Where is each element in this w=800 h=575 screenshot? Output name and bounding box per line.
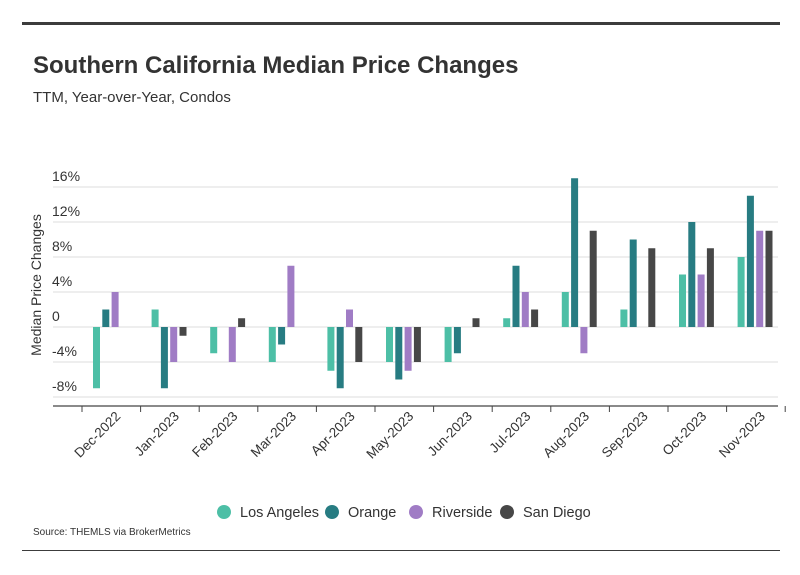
legend-swatch [500,505,514,519]
legend-label: Riverside [432,505,492,521]
y-tick-label: -8% [52,378,77,394]
bar-los-angeles [327,327,335,371]
y-tick-label: 8% [52,238,72,254]
x-tick-label: Oct-2023 [660,409,710,459]
legend-label: Los Angeles [240,505,319,521]
legend: Los Angeles Orange Riverside San Diego [217,505,591,521]
legend-swatch [409,505,423,519]
bar-los-angeles [503,318,511,327]
bar-los-angeles [620,309,628,327]
bar-los-angeles [561,292,569,327]
bar-los-angeles [386,327,393,362]
bar-orange [746,195,754,327]
x-tick-label: Mar-2023 [248,409,299,460]
legend-swatch [325,505,339,519]
bar-riverside [756,230,764,327]
bar-los-angeles [93,327,100,389]
legend-label: San Diego [523,505,591,521]
bar-san-diego [648,248,656,327]
bar-riverside [346,309,353,327]
legend-item: San Diego [500,505,591,521]
bar-riverside [580,327,588,354]
x-tick-label: Jan-2023 [132,409,182,459]
bar-los-angeles [737,257,745,327]
x-tick-label: Aug-2023 [540,409,592,461]
legend-label: Orange [348,505,396,521]
bar-san-diego [355,327,363,362]
x-tick-label: Apr-2023 [308,409,358,459]
bar-los-angeles [444,327,452,362]
bar-orange [512,265,520,327]
chart-title: Southern California Median Price Changes [33,52,519,79]
source-note: Source: THEMLS via BrokerMetrics [33,527,191,538]
legend-item: Los Angeles [217,505,319,521]
legend-swatch [217,505,231,519]
bar-orange [102,309,110,327]
y-tick-label: -4% [52,343,77,359]
bar-los-angeles [151,309,159,327]
bar-san-diego [179,327,187,336]
x-tick-label: Sep-2023 [599,409,651,461]
x-tick-label: Feb-2023 [189,409,240,460]
bar-los-angeles [679,274,686,327]
bar-san-diego [531,309,539,327]
bar-orange [453,327,461,354]
bar-orange [160,327,168,389]
bar-riverside [404,327,412,371]
chart-subtitle: TTM, Year-over-Year, Condos [33,89,231,106]
gridlines [53,186,778,398]
y-axis-ticks: -8% -4% 0 4% 8% 12% 16% [52,168,80,394]
bar-riverside [287,265,295,327]
x-tick-label: Jun-2023 [425,409,475,459]
bar-riverside [111,292,119,327]
bar-san-diego [472,318,480,327]
y-tick-label: 4% [52,273,72,289]
x-tick-label: Nov-2023 [716,409,768,461]
bar-san-diego [765,230,773,327]
bar-los-angeles [210,327,218,354]
legend-item: Riverside [409,505,492,521]
bar-orange [395,327,403,380]
bar-riverside [228,327,236,362]
bars [93,178,773,389]
x-tick-label: Dec-2022 [71,409,123,461]
bar-orange [336,327,344,389]
bar-los-angeles [268,327,276,362]
bar-riverside [697,274,705,327]
x-axis: Dec-2022 Jan-2023 Feb-2023 Mar-2023 Apr-2023… [53,405,786,462]
bar-san-diego [413,327,421,362]
bar-san-diego [238,318,246,327]
legend-item: Orange [325,505,396,521]
chart-frame [22,22,780,551]
y-tick-label: 0 [52,308,60,324]
bar-san-diego [706,248,714,327]
bar-orange [278,327,286,345]
y-tick-label: 16% [52,168,80,184]
x-tick-label: Jul-2023 [486,409,533,456]
bar-orange [629,239,637,327]
bar-riverside [521,292,529,327]
x-tick-label: May-2023 [363,409,416,462]
bar-riverside [170,327,178,362]
y-axis-label: Median Price Changes [28,214,44,356]
bar-orange [688,222,696,327]
bar-orange [571,178,579,327]
y-tick-label: 12% [52,203,80,219]
bar-san-diego [589,230,597,327]
